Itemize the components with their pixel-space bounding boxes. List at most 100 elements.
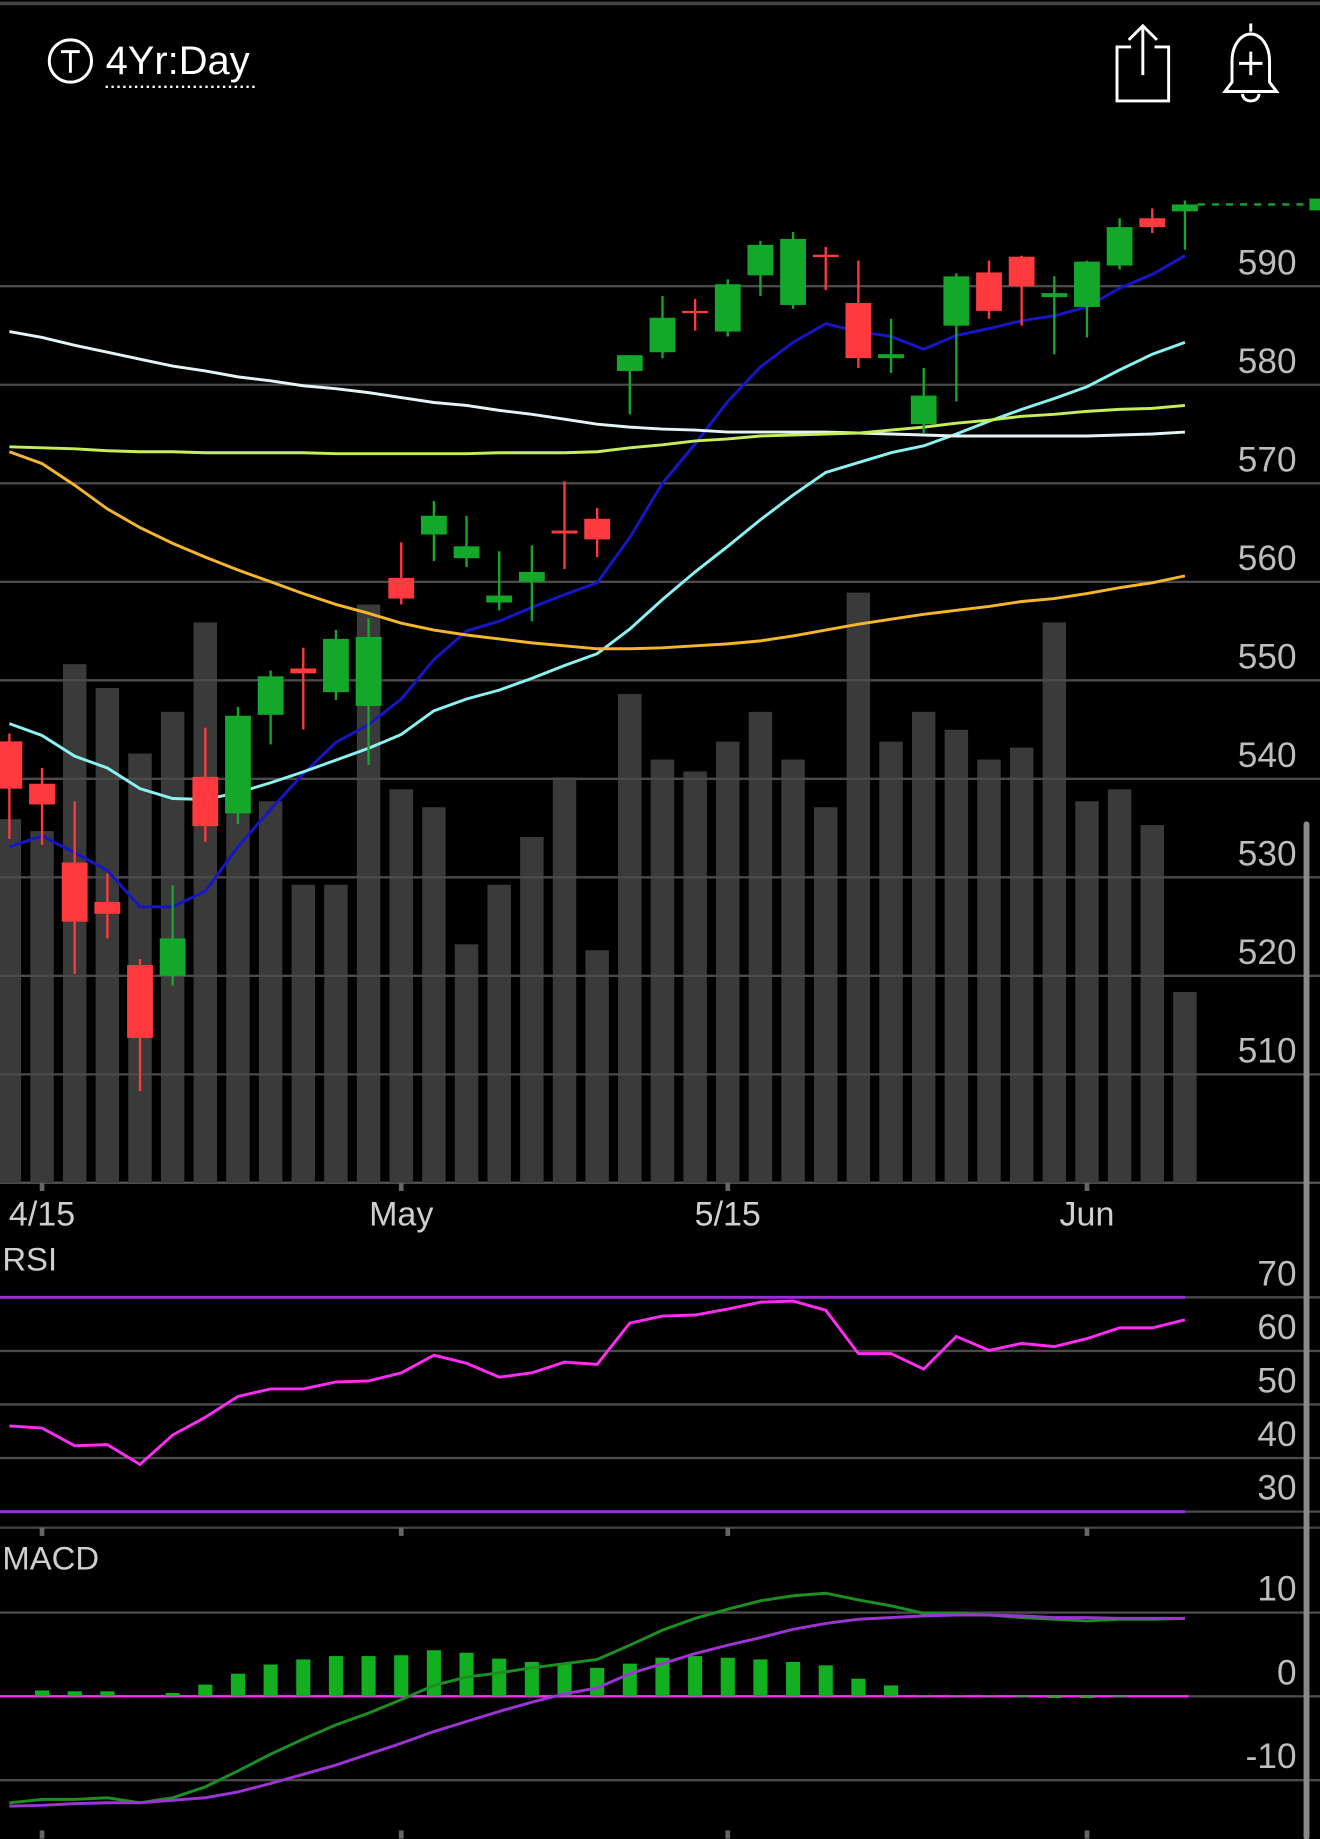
volume-bar (846, 592, 871, 1183)
y-tick-label: 510 (1238, 1031, 1297, 1070)
volume-bar (814, 807, 838, 1183)
alert-button[interactable] (1222, 23, 1280, 103)
histogram-bar (100, 1691, 115, 1697)
volume-bar (552, 777, 577, 1183)
volume-bar (977, 759, 1001, 1183)
volume-bar (1173, 992, 1197, 1183)
histogram-bar (916, 1695, 931, 1697)
volume-bar (389, 789, 413, 1183)
share-button[interactable] (1115, 23, 1171, 103)
y-tick-label: 530 (1238, 834, 1297, 873)
share-icon-arrow (1127, 23, 1158, 76)
histogram-bar (35, 1690, 50, 1697)
y-tick-label: 60 (1257, 1308, 1296, 1347)
volume-bar (422, 807, 446, 1183)
candle-body (1139, 218, 1166, 228)
histogram-bar (165, 1692, 180, 1697)
candle-body (486, 595, 513, 603)
panel-title: MACD (2, 1540, 99, 1577)
y-tick-label: 540 (1238, 736, 1297, 775)
y-tick-label: -10 (1246, 1737, 1297, 1776)
histogram-bar (851, 1678, 866, 1697)
candle-body (714, 284, 741, 332)
candle-body (682, 310, 709, 314)
interval-selector[interactable]: 4Yr:Day (47, 38, 257, 89)
histogram-bar (884, 1685, 899, 1697)
histogram-bar (949, 1695, 964, 1697)
y-tick-label: 570 (1238, 440, 1297, 479)
volume-bar (291, 884, 316, 1183)
candle-body (812, 254, 839, 258)
candle-body (159, 938, 186, 976)
volume-bar (226, 717, 250, 1183)
indicator-line (9, 1299, 1186, 1467)
candle-body (943, 276, 970, 326)
candle-body (584, 518, 611, 540)
histogram-bar (590, 1667, 605, 1697)
histogram-bar (981, 1695, 997, 1697)
candle-body (649, 317, 676, 353)
histogram-bar (655, 1657, 670, 1697)
candle-body (551, 530, 578, 534)
histogram-bar (394, 1655, 409, 1697)
volume-bar (193, 622, 218, 1183)
histogram-bar (1014, 1696, 1029, 1698)
scrollbar[interactable] (1303, 821, 1310, 1839)
interval-icon-glyph (61, 50, 80, 73)
x-tick-label: 4/15 (9, 1195, 75, 1233)
candle-body (355, 636, 382, 706)
candle-body (61, 862, 88, 922)
histogram-bar (1079, 1696, 1095, 1699)
x-tick-label: 5/15 (695, 1195, 761, 1233)
histogram-bar (230, 1673, 246, 1697)
volume-bar (911, 711, 936, 1183)
candle-body (257, 676, 284, 715)
interval-label: 4Yr:Day (106, 39, 250, 83)
interval-icon (47, 38, 93, 84)
candle-body (0, 741, 23, 789)
y-tick-label: 40 (1257, 1415, 1296, 1454)
histogram-bar (557, 1663, 572, 1697)
volume-bar (944, 729, 969, 1183)
y-tick-label: 70 (1257, 1254, 1296, 1293)
volume-bar (781, 759, 805, 1183)
histogram-bar (198, 1684, 213, 1697)
volume-bar (324, 884, 348, 1183)
candle-body (747, 244, 774, 276)
volume-bar (520, 837, 544, 1183)
candle-body (323, 638, 349, 693)
last-price-marker (1309, 198, 1320, 211)
histogram-bar (426, 1650, 441, 1697)
volume-bar (30, 831, 54, 1183)
histogram-bar (361, 1656, 376, 1697)
candle-body (1008, 256, 1035, 287)
candle-body (616, 355, 643, 371)
volume-bar (1042, 622, 1067, 1183)
moving-average-line (9, 403, 1186, 456)
x-tick-label: May (369, 1195, 433, 1233)
histogram-bar (720, 1657, 735, 1697)
volume-bar (1107, 789, 1132, 1183)
candle-body (1106, 227, 1133, 266)
y-tick-label: 520 (1238, 933, 1297, 972)
volume-bar (748, 711, 773, 1183)
candle-body (1041, 293, 1068, 298)
histogram-bar (688, 1656, 703, 1697)
x-tick-label: Jun (1060, 1195, 1115, 1233)
candle-body (388, 577, 415, 599)
y-tick-label: 580 (1238, 342, 1297, 381)
histogram-bar (786, 1661, 801, 1697)
histogram-bar (753, 1659, 768, 1697)
y-tick-label: 10 (1257, 1570, 1296, 1609)
candle-body (225, 715, 251, 814)
candle-body (518, 571, 545, 582)
bell-plus (1239, 51, 1263, 76)
candle-body (453, 546, 480, 559)
volume-bar (1009, 747, 1034, 1183)
moving-average-line (8, 254, 1186, 909)
volume-bar (650, 759, 675, 1183)
histogram-bar (492, 1658, 507, 1697)
candle-body (910, 395, 937, 425)
candle-body (976, 272, 1002, 311)
